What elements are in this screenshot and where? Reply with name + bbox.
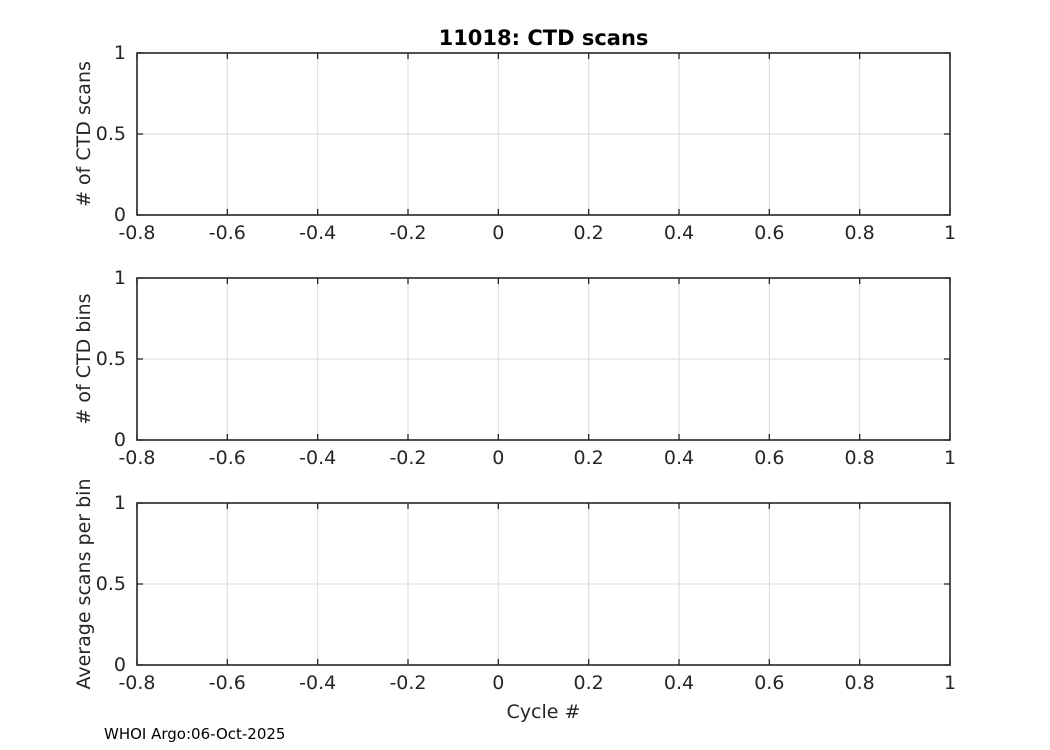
x-tick-label: -0.2 [389, 672, 426, 694]
x-tick-label: 0.2 [574, 447, 604, 469]
y-tick-label: 0.5 [96, 573, 126, 595]
ylabel-ctd-bins: # of CTD bins [73, 293, 95, 425]
y-tick-label: 0 [114, 654, 126, 676]
x-tick-label: 0 [492, 222, 504, 244]
x-tick-label: -0.4 [299, 222, 336, 244]
x-tick-label: -0.8 [118, 672, 155, 694]
y-tick-label: 1 [114, 492, 126, 514]
y-tick-label: 0 [114, 429, 126, 451]
y-tick-label: 0.5 [96, 348, 126, 370]
x-tick-label: -0.2 [389, 222, 426, 244]
x-tick-label: 0.8 [845, 447, 875, 469]
x-tick-label: -0.2 [389, 447, 426, 469]
x-tick-label: 0.6 [754, 447, 784, 469]
x-tick-label: 0.8 [845, 672, 875, 694]
x-tick-label: -0.4 [299, 672, 336, 694]
x-tick-label: 1 [944, 222, 956, 244]
x-tick-label: 0.4 [664, 672, 694, 694]
y-tick-label: 0.5 [96, 123, 126, 145]
y-tick-label: 1 [114, 267, 126, 289]
figure-title: 11018: CTD scans [438, 26, 649, 50]
x-tick-label: 0 [492, 672, 504, 694]
y-tick-label: 0 [114, 204, 126, 226]
x-tick-label: -0.8 [118, 222, 155, 244]
x-tick-label: 0 [492, 447, 504, 469]
x-tick-label: 0.4 [664, 447, 694, 469]
x-tick-label: -0.6 [209, 672, 246, 694]
xlabel-cycle-number: Cycle # [506, 701, 581, 723]
x-tick-label: -0.8 [118, 447, 155, 469]
ylabel-ctd-scans: # of CTD scans [73, 61, 95, 207]
x-tick-label: 0.4 [664, 222, 694, 244]
x-tick-label: 0.6 [754, 222, 784, 244]
y-tick-label: 1 [114, 42, 126, 64]
x-tick-label: 1 [944, 447, 956, 469]
x-tick-label: 0.6 [754, 672, 784, 694]
x-tick-label: 1 [944, 672, 956, 694]
x-tick-label: 0.2 [574, 672, 604, 694]
x-tick-label: -0.6 [209, 222, 246, 244]
footer-watermark: WHOI Argo:06-Oct-2025 [104, 725, 286, 743]
x-tick-label: 0.8 [845, 222, 875, 244]
x-tick-label: -0.4 [299, 447, 336, 469]
x-tick-label: 0.2 [574, 222, 604, 244]
x-tick-label: -0.6 [209, 447, 246, 469]
ylabel-average-scans-per-bin: Average scans per bin [73, 478, 95, 690]
